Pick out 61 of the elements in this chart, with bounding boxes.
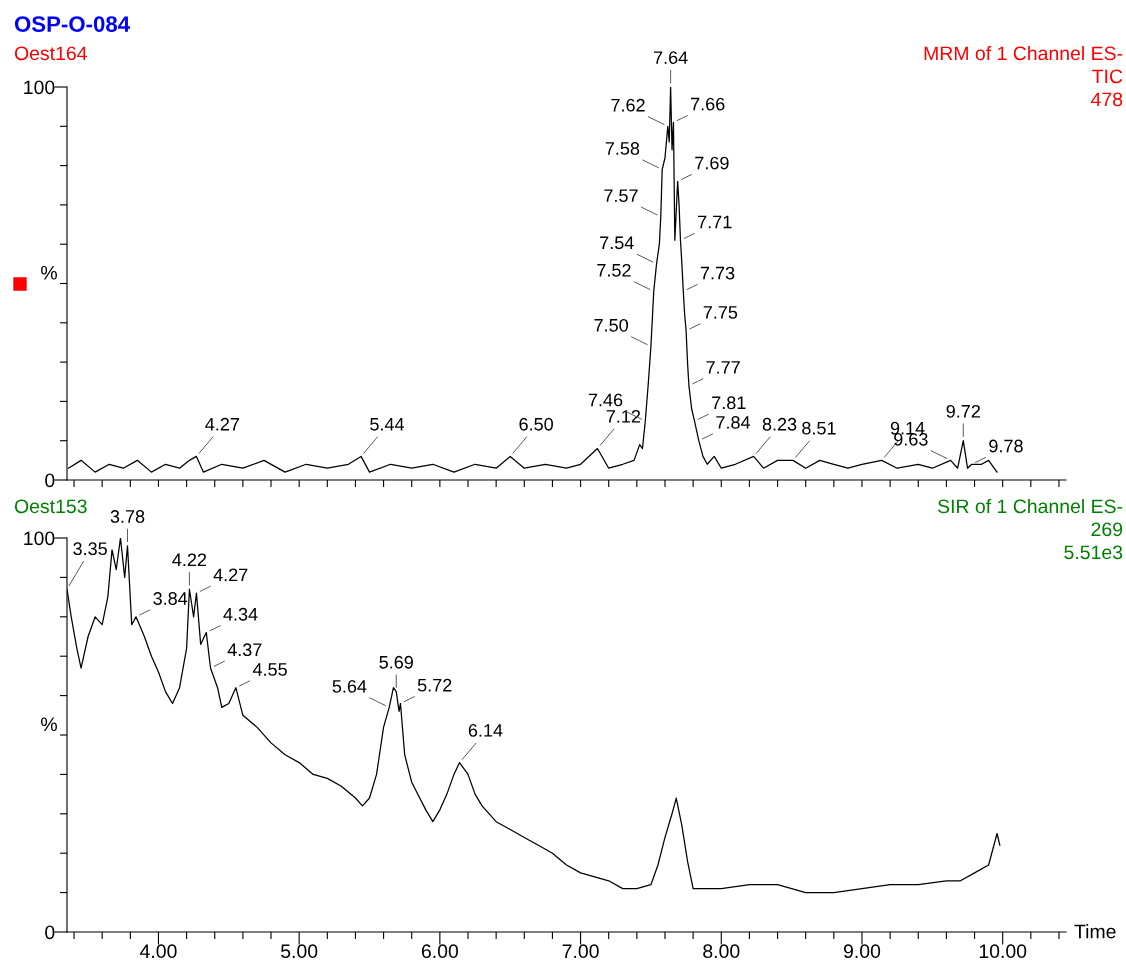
annotation: 7.62	[611, 98, 645, 112]
y-tick-label: 100	[24, 80, 55, 95]
annotation: 7.46	[588, 393, 623, 407]
x-tick-label: 8.00	[703, 944, 740, 959]
annotation: 6.14	[468, 724, 503, 737]
y-axis-title: %	[41, 717, 57, 732]
annotation: 7.69	[695, 156, 729, 170]
annotation: 4.37	[227, 643, 262, 657]
annotation: 7.50	[594, 318, 628, 332]
chart-title: Oest153	[14, 499, 87, 514]
annotation: 7.12	[606, 409, 641, 423]
chart-title: OSP-O-084	[14, 16, 130, 32]
annotation: 3.84	[153, 592, 188, 605]
text: 269	[1091, 522, 1123, 537]
annotation: 8.51	[802, 421, 836, 435]
annotation: 5.72	[417, 678, 452, 692]
annotation: 4.27	[205, 417, 240, 431]
y-tick-label: 0	[45, 925, 55, 940]
annotation: 5.44	[370, 418, 405, 431]
annotation: 7.77	[706, 361, 740, 374]
text: MRM of 1 Channel ES-	[924, 45, 1123, 61]
annotation: 7.73	[700, 266, 735, 280]
annotation: 9.72	[946, 404, 980, 418]
x-tick-label: 6.00	[421, 944, 459, 959]
y-axis-title: %	[41, 265, 57, 280]
x-tick-label: 10.00	[979, 944, 1027, 959]
x-axis-title: Time	[1074, 924, 1116, 939]
y-tick-label: 100	[24, 531, 55, 546]
annotation: 7.54	[600, 236, 634, 250]
y-tick-label: 0	[45, 473, 55, 488]
annotation: 9.78	[989, 439, 1023, 453]
annotation: 7.75	[703, 306, 738, 319]
annotation: 4.34	[223, 607, 258, 621]
text: 478	[1091, 92, 1123, 107]
annotation: 5.64	[332, 679, 367, 693]
annotation: 7.57	[604, 189, 638, 203]
annotation: 4.27	[213, 568, 248, 582]
text: SIR of 1 Channel ES-	[937, 498, 1123, 514]
annotation: 4.22	[172, 553, 207, 567]
annotation: 8.23	[762, 417, 797, 431]
annotation: 7.84	[716, 416, 751, 429]
annotation: 7.71	[698, 215, 732, 229]
annotation: 9.14	[890, 421, 925, 435]
annotation: 3.78	[110, 510, 145, 523]
annotation: 4.55	[252, 663, 287, 676]
x-tick-label: 7.00	[562, 944, 599, 959]
annotation: 5.69	[379, 655, 413, 669]
annotation: 3.35	[73, 542, 107, 556]
x-tick-label: 4.00	[139, 944, 177, 959]
x-tick-label: 9.00	[843, 944, 881, 959]
annotation: 6.50	[519, 417, 553, 431]
annotation: 5.51e3	[1064, 545, 1123, 560]
text: TIC	[1092, 69, 1123, 84]
annotation: 7.64	[653, 51, 688, 64]
annotation: 7.66	[691, 97, 725, 111]
annotation: 7.81	[712, 396, 746, 410]
x-tick-label: 5.00	[281, 944, 318, 959]
annotation: 9.63	[894, 432, 928, 446]
annotation: 7.52	[597, 263, 631, 277]
chart-subtitle: Oest164	[14, 46, 87, 61]
annotation: 7.58	[605, 142, 640, 155]
